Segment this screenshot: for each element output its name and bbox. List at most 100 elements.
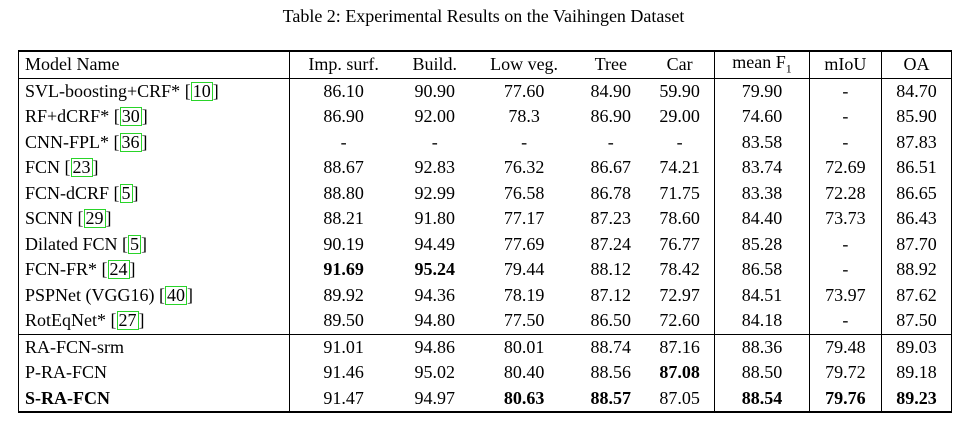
- cell-oa: 87.50: [881, 308, 953, 334]
- cell-car: 59.90: [645, 78, 716, 104]
- table-row: FCN-dCRF [5] 88.80 92.99 76.58 86.78 71.75 83.…: [18, 180, 953, 206]
- cell-low-veg: 77.50: [503, 310, 545, 331]
- cell-model-name: FCN-dCRF [5]: [18, 180, 290, 206]
- cell-tree: 87.24: [590, 233, 632, 254]
- header-row: Model Name Imp. surf. Build. Low veg. Tr…: [18, 51, 953, 78]
- cell-low-veg: 80.40: [503, 362, 545, 383]
- model-name-text: FCN: [25, 157, 61, 178]
- citation-link[interactable]: 10: [190, 80, 213, 101]
- header-mean-f1: mean F1: [714, 51, 810, 78]
- header-build: Build.: [412, 54, 457, 75]
- cell-mean-f1: 85.28: [714, 231, 810, 257]
- cell-car: 87.08: [645, 360, 716, 386]
- cell-build: 92.00: [414, 106, 455, 127]
- model-name-text: SVL-boosting+CRF*: [25, 80, 181, 101]
- cell-miou: -: [809, 104, 882, 130]
- cell-tree: 88.74: [590, 336, 632, 357]
- cell-miou: 72.28: [809, 180, 882, 206]
- table-caption: Table 2: Experimental Results on the Vai…: [282, 6, 685, 26]
- cell-mean-f1: 88.50: [714, 360, 810, 386]
- cell-oa: 85.90: [881, 104, 953, 130]
- cell-model-name: RF+dCRF* [30]: [18, 104, 290, 130]
- cell-car: 87.16: [645, 334, 716, 360]
- model-name-text: RotEqNet*: [25, 310, 106, 331]
- cell-oa: 89.18: [881, 360, 953, 386]
- citation-link[interactable]: 36: [119, 131, 142, 152]
- cell-low-veg: 80.63: [503, 387, 545, 408]
- cell-oa: 87.62: [881, 282, 953, 308]
- cell-miou: -: [809, 308, 882, 334]
- cell-imp-surf: 89.92: [323, 284, 364, 305]
- citation-link[interactable]: 5: [119, 182, 133, 203]
- cell-model-name: SVL-boosting+CRF* [10]: [18, 78, 290, 104]
- table-row: CNN-FPL* [36] - - - - -83.58-87.83: [18, 129, 953, 155]
- cell-oa: 89.03: [881, 334, 953, 360]
- cell-low-veg: 79.44: [503, 259, 545, 280]
- cell-car: 72.60: [645, 308, 716, 334]
- cell-mean-f1: 83.38: [714, 180, 810, 206]
- cell-low-veg: 77.60: [503, 80, 545, 101]
- cell-mean-f1: 88.54: [714, 385, 810, 412]
- cell-model-name: PSPNet (VGG16) [40]: [18, 282, 290, 308]
- cell-build: 94.97: [414, 387, 455, 408]
- cell-tree: 86.90: [590, 106, 632, 127]
- cell-car: 78.60: [645, 206, 716, 232]
- cell-low-veg: 76.58: [503, 182, 545, 203]
- cell-car: 72.97: [645, 282, 716, 308]
- cell-model-name: CNN-FPL* [36]: [18, 129, 290, 155]
- cell-mean-f1: 88.36: [714, 334, 810, 360]
- citation-link[interactable]: 40: [165, 284, 188, 305]
- model-name-text: RF+dCRF*: [25, 106, 110, 127]
- cell-imp-surf: 90.19: [323, 233, 364, 254]
- cell-tree: 87.12: [590, 284, 632, 305]
- citation-link[interactable]: 23: [70, 157, 93, 178]
- cell-build: 94.86: [414, 336, 455, 357]
- cell-model-name: RA-FCN-srm: [18, 334, 290, 360]
- cell-build: 94.80: [414, 310, 455, 331]
- model-name-text: PSPNet (VGG16): [25, 284, 155, 305]
- cell-mean-f1: 84.40: [714, 206, 810, 232]
- results-table: Model Name Imp. surf. Build. Low veg. Tr…: [18, 50, 953, 413]
- cell-build: 94.36: [414, 284, 455, 305]
- table-row: RA-FCN-srm 91.01 94.86 80.01 88.74 87.16 88.36…: [18, 334, 953, 360]
- citation-link[interactable]: 29: [83, 208, 106, 229]
- cell-low-veg: 78.19: [503, 284, 545, 305]
- cell-model-name: SCNN [29]: [18, 206, 290, 232]
- cell-miou: 79.72: [809, 360, 882, 386]
- proposed-methods-group: RA-FCN-srm 91.01 94.86 80.01 88.74 87.16 88.36…: [18, 334, 953, 412]
- cell-build: -: [431, 131, 438, 152]
- cell-mean-f1: 84.18: [714, 308, 810, 334]
- cell-oa: 89.23: [881, 385, 953, 412]
- citation-link[interactable]: 27: [116, 310, 139, 331]
- table-row: P-RA-FCN 91.46 95.02 80.40 88.56 87.08 88.50 79…: [18, 360, 953, 386]
- table-row: FCN [23] 88.67 92.83 76.32 86.67 74.21 83.74 72…: [18, 155, 953, 181]
- cell-build: 94.49: [414, 233, 455, 254]
- cell-oa: 84.70: [881, 78, 953, 104]
- cell-tree: 86.50: [590, 310, 632, 331]
- header-tree: Tree: [594, 54, 627, 75]
- cell-oa: 87.83: [881, 129, 953, 155]
- model-name-text: SCNN: [25, 208, 74, 229]
- cell-imp-surf: 86.90: [323, 106, 364, 127]
- cell-tree: -: [607, 131, 614, 152]
- header-imp-surf: Imp. surf.: [308, 54, 379, 75]
- cell-oa: 87.70: [881, 231, 953, 257]
- citation-link[interactable]: 24: [107, 259, 130, 280]
- cell-model-name: P-RA-FCN: [18, 360, 290, 386]
- cell-imp-surf: 86.10: [323, 80, 364, 101]
- mean-f-label: mean F: [732, 52, 786, 73]
- table-row: FCN-FR* [24] 91.69 95.24 79.44 88.12 78.42 86.…: [18, 257, 953, 283]
- cell-low-veg: 80.01: [503, 336, 545, 357]
- cell-miou: -: [809, 129, 882, 155]
- citation-link[interactable]: 5: [128, 233, 141, 254]
- cell-model-name: FCN-FR* [24]: [18, 257, 290, 283]
- model-name-text: CNN-FPL*: [25, 131, 110, 152]
- cell-car: 71.75: [645, 180, 716, 206]
- cell-imp-surf: 89.50: [323, 310, 364, 331]
- table-row: SVL-boosting+CRF* [10] 86.10 90.90 77.60 84.…: [18, 78, 953, 104]
- citation-link[interactable]: 30: [119, 106, 142, 127]
- cell-car: 76.77: [645, 231, 716, 257]
- baseline-methods-group: SVL-boosting+CRF* [10] 86.10 90.90 77.60 84.…: [18, 78, 953, 334]
- model-name-text: P-RA-FCN: [25, 362, 108, 383]
- cell-low-veg: 78.3: [508, 106, 540, 127]
